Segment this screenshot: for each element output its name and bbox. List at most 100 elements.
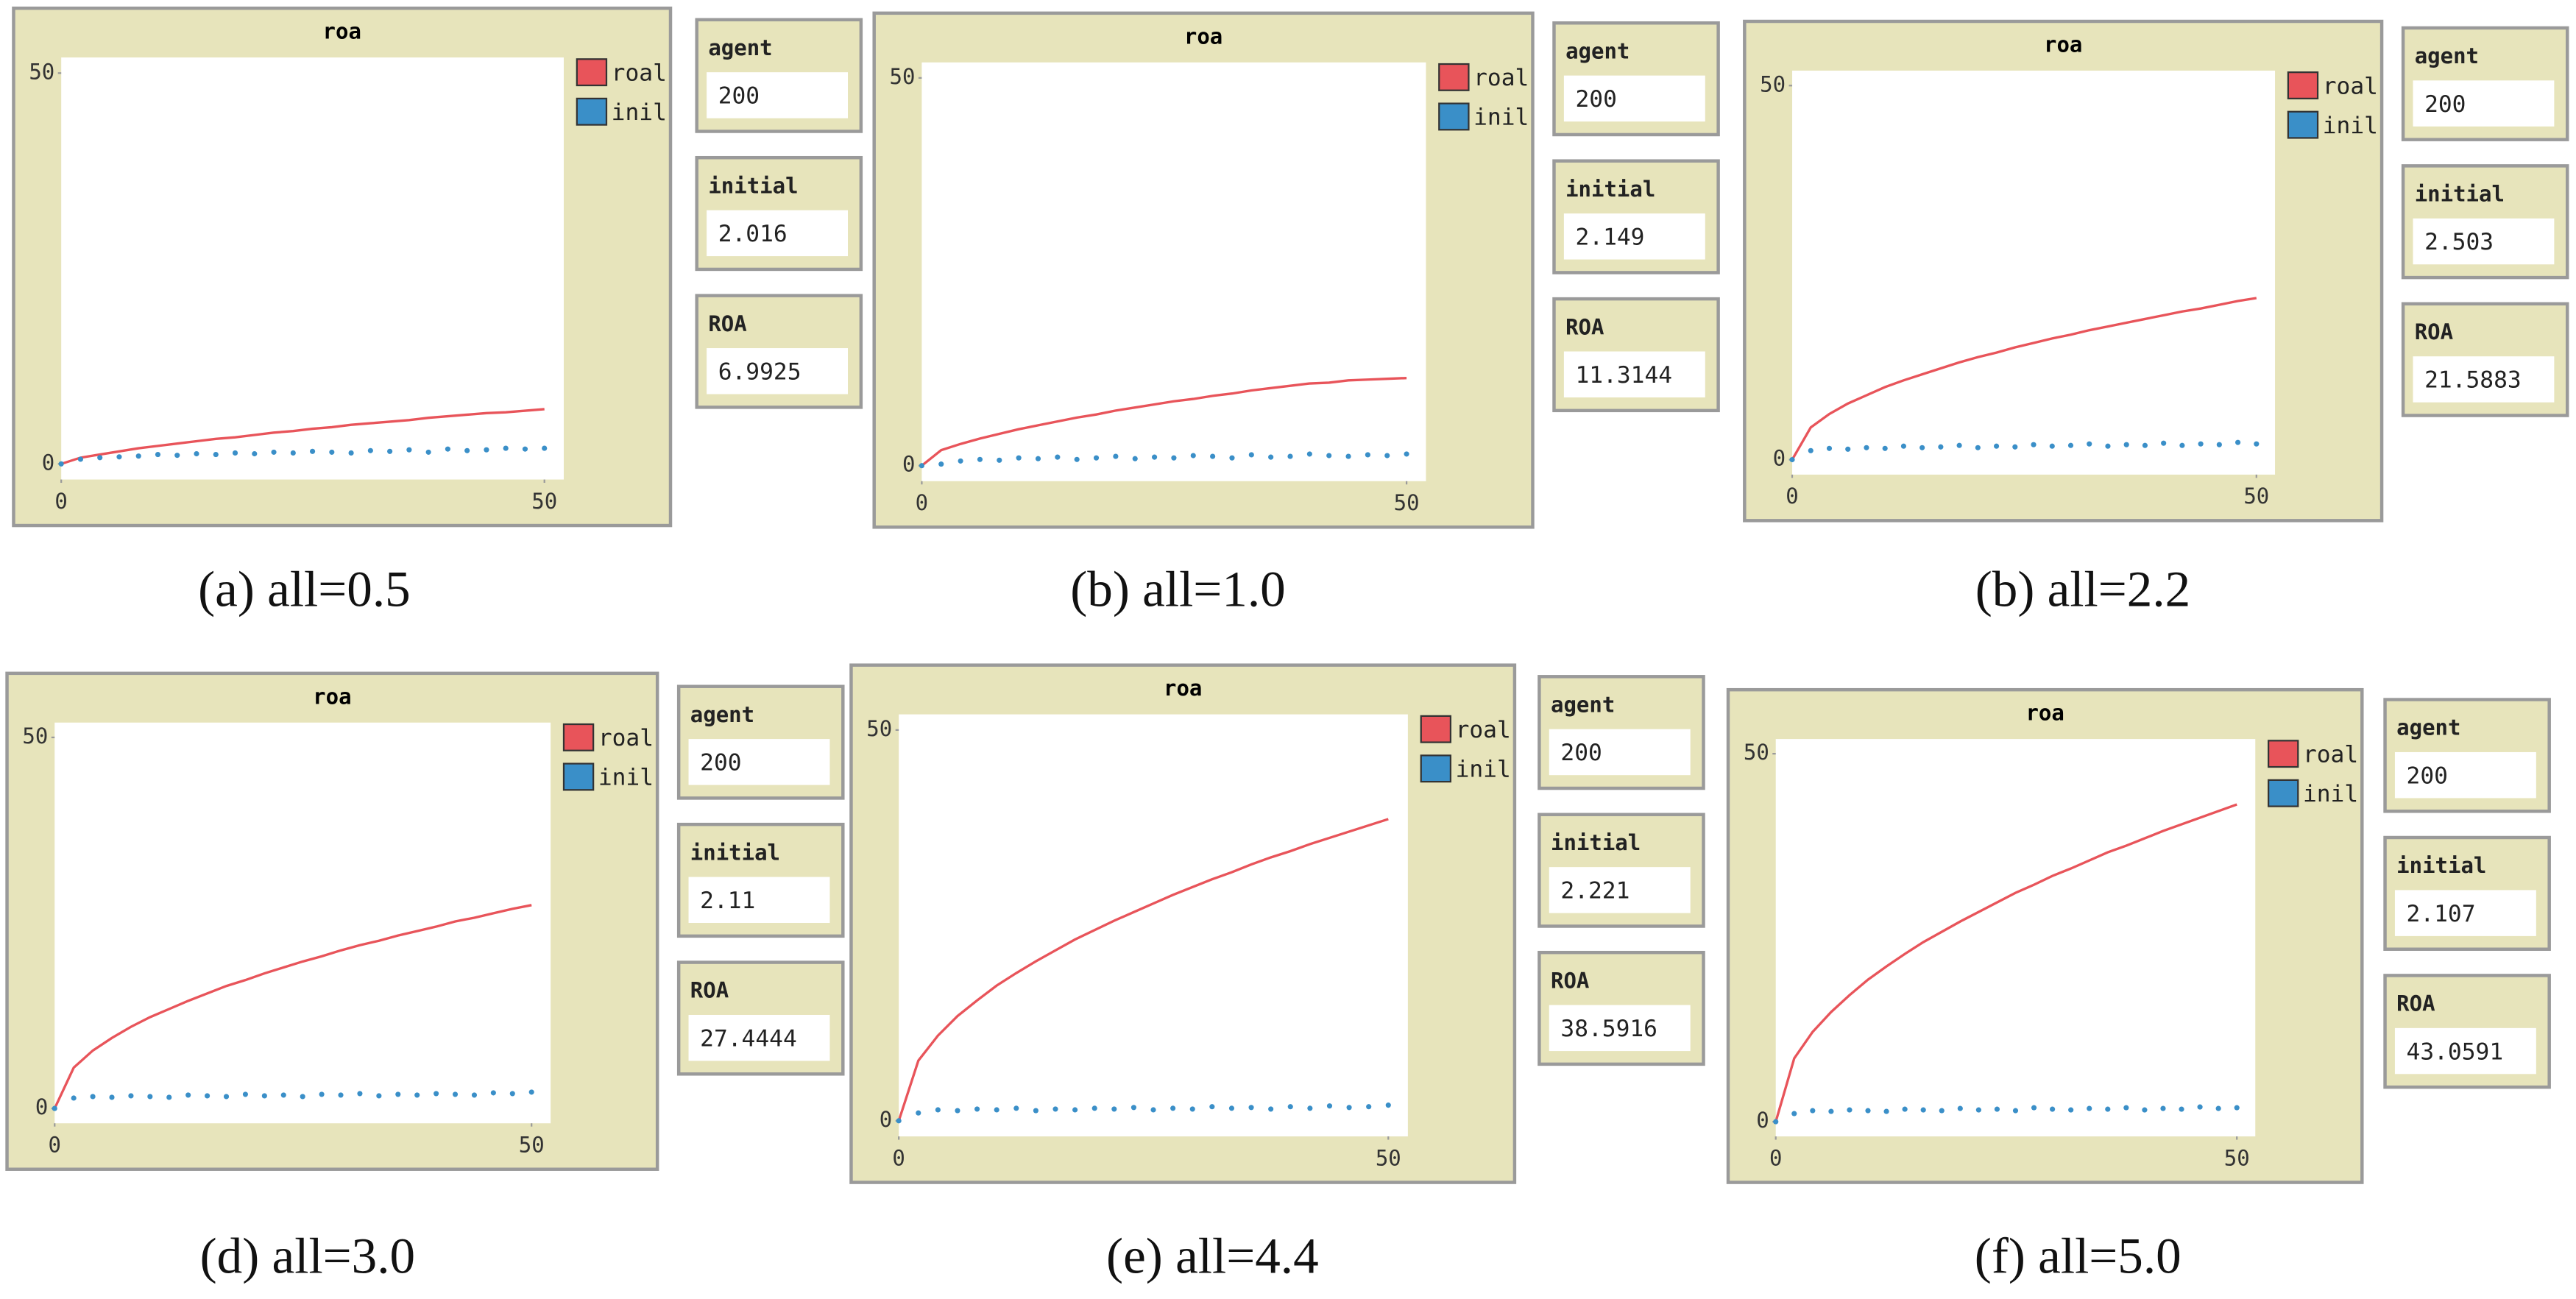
legend-label: roal [2303, 741, 2358, 768]
monitor-label: agent [2415, 43, 2479, 68]
data-point [1828, 1108, 1834, 1114]
data-point [955, 1108, 960, 1114]
legend-label: inil [1473, 105, 1529, 131]
data-point [1306, 451, 1312, 457]
data-point [1957, 1105, 1963, 1111]
data-point [1773, 1119, 1779, 1125]
legend-swatch [1438, 102, 1470, 131]
data-point [1170, 1105, 1176, 1111]
monitor-value: 200 [1575, 86, 1616, 113]
caption: (e) all=4.4 [1106, 1228, 1319, 1284]
data-point [329, 449, 335, 455]
data-point [434, 1091, 439, 1097]
data-point [2068, 1107, 2074, 1113]
data-point [994, 1107, 999, 1113]
legend-swatch [2268, 740, 2299, 768]
y-tick-label: 0 [902, 452, 915, 477]
monitor-field [2394, 1027, 2536, 1075]
plot-title: roa [2044, 32, 2082, 57]
data-point [1268, 454, 1274, 460]
data-point [300, 1094, 305, 1100]
data-point [1808, 447, 1814, 453]
data-point [1171, 455, 1177, 461]
data-point [1919, 445, 1925, 450]
data-point [2105, 1106, 2111, 1112]
caption: (f) all=5.0 [1975, 1228, 2182, 1284]
monitor-field [707, 210, 848, 257]
legend-label: roal [2323, 73, 2378, 99]
x-tick-label: 0 [1786, 484, 1798, 509]
data-point [1938, 444, 1944, 450]
monitor-label: agent [2396, 715, 2460, 740]
data-point [1956, 442, 1962, 448]
series-line [921, 376, 1407, 467]
data-point [2197, 1104, 2203, 1110]
y-tick-label: 0 [880, 1107, 892, 1132]
monitor-label: agent [708, 35, 772, 60]
data-point [155, 452, 161, 458]
series-line [897, 818, 1389, 1122]
data-point [1345, 453, 1351, 459]
data-point [2012, 1108, 2019, 1114]
data-point [1093, 455, 1100, 461]
data-point [2050, 1106, 2056, 1112]
legend-label: roal [1473, 65, 1529, 91]
data-point [1150, 1107, 1156, 1113]
monitor-label: ROA [1565, 314, 1604, 339]
legend-swatch [2268, 779, 2299, 807]
data-point [261, 1093, 267, 1099]
data-point [2160, 1105, 2166, 1111]
x-tick-label: 50 [2224, 1145, 2250, 1170]
plot-area [61, 57, 564, 480]
x-tick-label: 0 [1769, 1145, 1782, 1170]
y-tick-label: 50 [1760, 71, 1786, 96]
data-point [387, 448, 393, 454]
monitor-value: 200 [2424, 91, 2466, 118]
data-point [1994, 443, 2000, 449]
caption: (b) all=2.2 [1975, 561, 2191, 617]
monitor-value: 21.5883 [2424, 367, 2522, 394]
data-point [1130, 1105, 1136, 1111]
monitor-value: 2.11 [700, 888, 755, 914]
monitor-value: 2.107 [2407, 901, 2476, 927]
monitor-value: 2.221 [1560, 878, 1630, 905]
monitor-label: agent [1565, 38, 1630, 63]
legend-label: roal [612, 60, 667, 86]
monitor-label: initial [708, 173, 798, 198]
data-point [290, 450, 296, 456]
monitor-label: ROA [1551, 968, 1589, 993]
data-point [1883, 1108, 1889, 1114]
data-point [1229, 455, 1235, 461]
y-tick-label: 50 [22, 723, 48, 748]
monitor-field [1563, 213, 1705, 260]
data-point [490, 1090, 496, 1096]
monitor-label: initial [2396, 853, 2486, 878]
data-point [2049, 443, 2055, 449]
data-point [1055, 454, 1061, 460]
monitor-value: 200 [718, 83, 760, 110]
data-point [135, 453, 141, 459]
data-point [232, 450, 238, 456]
data-point [977, 456, 983, 462]
series-line [1791, 297, 2257, 461]
data-point [376, 1093, 382, 1099]
legend-label: inil [612, 99, 667, 126]
data-point [223, 1094, 230, 1100]
caption: (a) all=0.5 [198, 561, 411, 617]
data-point [896, 1118, 902, 1124]
plot-title: roa [313, 684, 351, 709]
data-point [2031, 1105, 2037, 1111]
data-point [1900, 443, 1906, 449]
x-tick-label: 50 [519, 1132, 545, 1157]
data-point [90, 1094, 96, 1100]
monitor-field [1549, 1005, 1691, 1052]
data-point [1865, 1108, 1871, 1114]
data-point [1975, 1107, 1981, 1113]
data-point [1307, 1105, 1313, 1111]
data-point [1346, 1105, 1352, 1111]
data-point [97, 455, 103, 461]
series-line [1774, 803, 2237, 1122]
data-point [1810, 1108, 1816, 1114]
monitor-label: initial [2415, 182, 2505, 207]
